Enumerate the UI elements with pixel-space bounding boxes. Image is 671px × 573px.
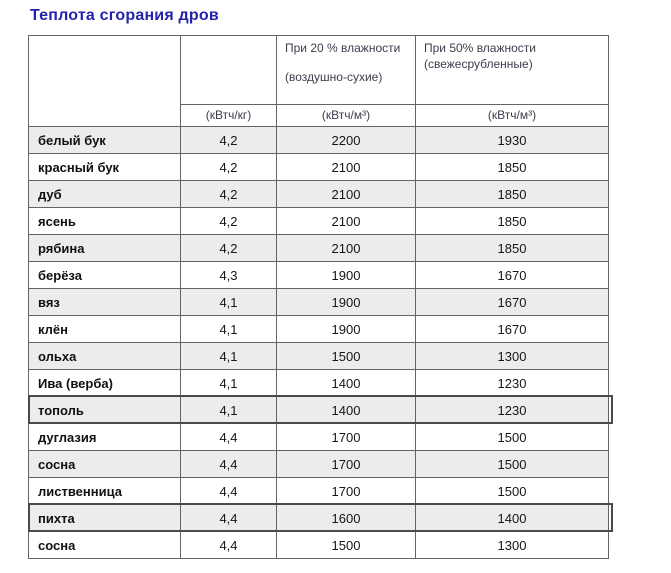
kwh-per-kg-cell: 4,4	[180, 423, 277, 451]
kwh-per-kg-cell: 4,1	[180, 288, 277, 316]
kwh-per-m3-20-cell: 2200	[276, 126, 416, 154]
kwh-per-m3-20-cell: 2100	[276, 234, 416, 262]
header-moisture-20: При 20 % влажности (воздушно-сухие)	[276, 35, 416, 105]
kwh-per-m3-50-cell: 1670	[415, 261, 609, 289]
corner-empty-cell	[28, 35, 181, 127]
wood-name-cell: дуб	[28, 180, 181, 208]
kwh-per-kg-cell: 4,2	[180, 234, 277, 262]
kwh-per-m3-20-cell: 1400	[276, 396, 416, 424]
table-row: Ива (верба) 4,1 1400 1230	[28, 369, 609, 397]
table-row: дуглазия 4,4 1700 1500	[28, 423, 609, 451]
table-row: клён 4,1 1900 1670	[28, 315, 609, 343]
kwh-per-m3-20-cell: 1400	[276, 369, 416, 397]
kwh-per-m3-50-cell: 1400	[415, 504, 609, 532]
kwh-per-kg-cell: 4,4	[180, 477, 277, 505]
firewood-table-wrapper: При 20 % влажности (воздушно-сухие) При …	[28, 35, 613, 559]
kwh-per-m3-20-cell: 1700	[276, 477, 416, 505]
wood-name-cell: дуглазия	[28, 423, 181, 451]
wood-name-cell: ольха	[28, 342, 181, 370]
kwh-per-m3-20-cell: 2100	[276, 153, 416, 181]
header-moisture-50-line1: При 50% влажности	[424, 41, 536, 55]
kwh-per-m3-50-cell: 1300	[415, 531, 609, 559]
header-row-units: (кВтч/кг) (кВтч/м³) (кВтч/м³)	[29, 104, 609, 127]
kwh-per-kg-cell: 4,1	[180, 315, 277, 343]
kwh-per-kg-cell: 4,2	[180, 153, 277, 181]
kwh-per-m3-20-cell: 1900	[276, 315, 416, 343]
kwh-per-m3-50-cell: 1670	[415, 315, 609, 343]
page-title: Теплота сгорания дров	[30, 7, 219, 24]
table-row: ольха 4,1 1500 1300	[28, 342, 609, 370]
wood-name-cell: сосна	[28, 450, 181, 478]
kwh-per-kg-cell: 4,1	[180, 396, 277, 424]
table-row: красный бук 4,2 2100 1850	[28, 153, 609, 181]
kwh-per-m3-20-cell: 1600	[276, 504, 416, 532]
unit-kwh-per-kg: (кВтч/кг)	[180, 104, 277, 127]
kwh-per-m3-50-cell: 1850	[415, 180, 609, 208]
wood-name-cell: сосна	[28, 531, 181, 559]
wood-name-cell: Ива (верба)	[28, 369, 181, 397]
kwh-per-kg-cell: 4,1	[180, 369, 277, 397]
kwh-per-m3-20-cell: 2100	[276, 180, 416, 208]
header-moisture-50-line2: (свежесрубленные)	[424, 57, 533, 71]
kwh-per-m3-50-cell: 1850	[415, 234, 609, 262]
kwh-per-m3-50-cell: 1500	[415, 477, 609, 505]
wood-name-cell: берёза	[28, 261, 181, 289]
kwh-per-kg-cell: 4,1	[180, 342, 277, 370]
wood-name-cell: красный бук	[28, 153, 181, 181]
table-row: ясень 4,2 2100 1850	[28, 207, 609, 235]
kwh-per-m3-20-cell: 1900	[276, 261, 416, 289]
table-row: рябина 4,2 2100 1850	[28, 234, 609, 262]
kwh-per-m3-20-cell: 1700	[276, 450, 416, 478]
unit-kwh-per-m3-20: (кВтч/м³)	[276, 104, 416, 127]
wood-name-cell: белый бук	[28, 126, 181, 154]
table-row: берёза 4,3 1900 1670	[28, 261, 609, 289]
kwh-per-m3-50-cell: 1930	[415, 126, 609, 154]
table-row: белый бук 4,2 2200 1930	[28, 126, 609, 154]
header-row-moisture: При 20 % влажности (воздушно-сухие) При …	[28, 35, 609, 127]
kwh-per-m3-50-cell: 1850	[415, 153, 609, 181]
kwh-per-kg-cell: 4,3	[180, 261, 277, 289]
kwh-per-kg-cell: 4,2	[180, 126, 277, 154]
kwh-per-m3-50-cell: 1230	[415, 369, 609, 397]
kwh-per-m3-20-cell: 2100	[276, 207, 416, 235]
kwh-per-kg-cell: 4,2	[180, 180, 277, 208]
kwh-per-m3-20-cell: 1500	[276, 531, 416, 559]
wood-name-cell: ясень	[28, 207, 181, 235]
kwh-per-m3-50-cell: 1670	[415, 288, 609, 316]
kwh-per-m3-20-cell: 1500	[276, 342, 416, 370]
table-row: тополь 4,1 1400 1230	[28, 396, 609, 424]
empty-header-cell	[180, 35, 277, 105]
wood-name-cell: тополь	[28, 396, 181, 424]
table-row: лиственница 4,4 1700 1500	[28, 477, 609, 505]
table-row: сосна 4,4 1700 1500	[28, 450, 609, 478]
kwh-per-m3-20-cell: 1700	[276, 423, 416, 451]
kwh-per-m3-20-cell: 1900	[276, 288, 416, 316]
kwh-per-kg-cell: 4,4	[180, 504, 277, 532]
header-moisture-20-line2: (воздушно-сухие)	[285, 70, 383, 84]
kwh-per-m3-50-cell: 1500	[415, 450, 609, 478]
kwh-per-kg-cell: 4,2	[180, 207, 277, 235]
unit-kwh-per-m3-50: (кВтч/м³)	[415, 104, 609, 127]
table-row: вяз 4,1 1900 1670	[28, 288, 609, 316]
kwh-per-kg-cell: 4,4	[180, 450, 277, 478]
kwh-per-m3-50-cell: 1300	[415, 342, 609, 370]
header-moisture-50: При 50% влажности (свежесрубленные)	[415, 35, 609, 105]
kwh-per-m3-50-cell: 1230	[415, 396, 609, 424]
wood-name-cell: рябина	[28, 234, 181, 262]
kwh-per-m3-50-cell: 1500	[415, 423, 609, 451]
table-row: сосна 4,4 1500 1300	[28, 531, 609, 559]
wood-name-cell: лиственница	[28, 477, 181, 505]
table-row: пихта 4,4 1600 1400	[28, 504, 609, 532]
wood-name-cell: клён	[28, 315, 181, 343]
kwh-per-m3-50-cell: 1850	[415, 207, 609, 235]
table-body: белый бук 4,2 2200 1930 красный бук 4,2 …	[28, 126, 609, 559]
kwh-per-kg-cell: 4,4	[180, 531, 277, 559]
table-row: дуб 4,2 2100 1850	[28, 180, 609, 208]
firewood-table: При 20 % влажности (воздушно-сухие) При …	[28, 35, 609, 559]
wood-name-cell: вяз	[28, 288, 181, 316]
header-moisture-20-line1: При 20 % влажности	[285, 41, 401, 55]
wood-name-cell: пихта	[28, 504, 181, 532]
